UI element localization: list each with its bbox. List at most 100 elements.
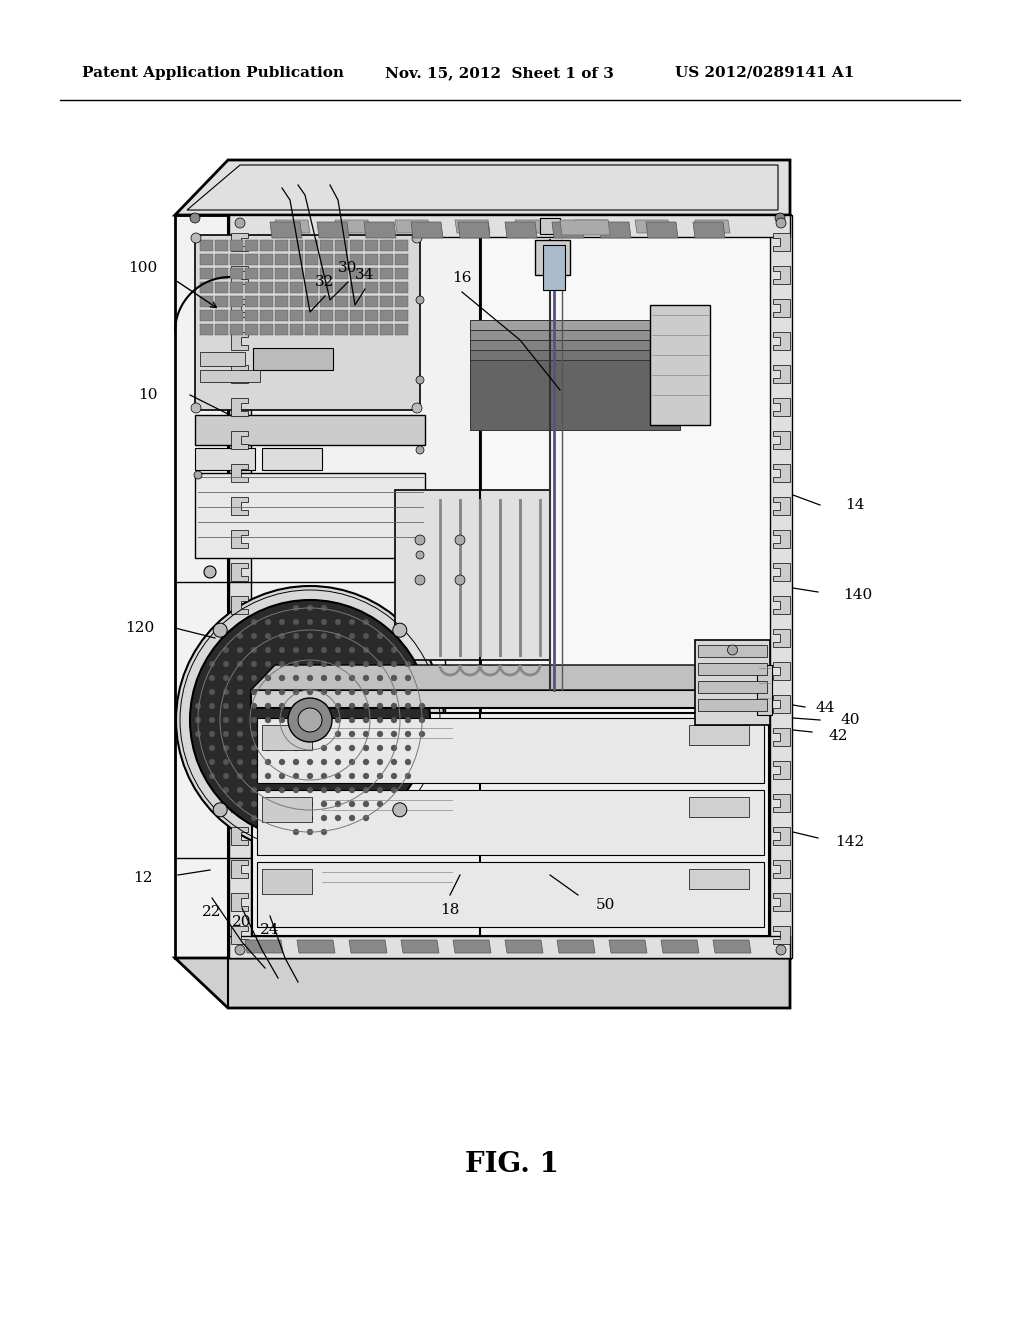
Circle shape <box>335 774 341 779</box>
Circle shape <box>391 717 397 723</box>
Bar <box>245 268 258 279</box>
Circle shape <box>775 213 785 223</box>
Circle shape <box>415 535 425 545</box>
Circle shape <box>412 403 422 413</box>
Circle shape <box>335 787 341 793</box>
Bar <box>200 370 260 381</box>
Circle shape <box>307 675 313 681</box>
Circle shape <box>237 759 243 766</box>
Polygon shape <box>552 222 584 238</box>
Bar <box>395 240 408 251</box>
Polygon shape <box>245 940 283 953</box>
Circle shape <box>406 759 411 766</box>
Bar <box>689 797 749 817</box>
Circle shape <box>293 661 299 667</box>
Bar <box>319 253 333 265</box>
Circle shape <box>279 619 285 624</box>
Polygon shape <box>231 729 248 746</box>
Circle shape <box>279 801 285 807</box>
Bar <box>200 323 213 335</box>
Polygon shape <box>773 465 790 482</box>
Circle shape <box>349 814 355 821</box>
Circle shape <box>391 689 397 696</box>
Circle shape <box>406 675 411 681</box>
Circle shape <box>321 689 327 696</box>
Bar <box>380 282 393 293</box>
Bar <box>195 414 425 445</box>
Bar <box>650 305 710 425</box>
Bar <box>305 268 318 279</box>
Circle shape <box>307 717 313 723</box>
Bar <box>230 323 243 335</box>
Bar <box>290 296 303 308</box>
Circle shape <box>349 704 355 709</box>
Bar <box>319 310 333 321</box>
Text: 16: 16 <box>453 271 472 285</box>
Circle shape <box>307 619 313 624</box>
Polygon shape <box>335 220 370 234</box>
Polygon shape <box>231 663 248 680</box>
Circle shape <box>416 376 424 384</box>
Bar <box>350 296 362 308</box>
Circle shape <box>307 605 313 611</box>
Bar <box>257 789 764 855</box>
Circle shape <box>251 744 257 751</box>
Polygon shape <box>470 341 680 411</box>
Polygon shape <box>773 531 790 548</box>
Text: US 2012/0289141 A1: US 2012/0289141 A1 <box>675 66 854 81</box>
Polygon shape <box>317 222 349 238</box>
Circle shape <box>455 535 465 545</box>
Polygon shape <box>231 399 248 416</box>
Polygon shape <box>773 234 790 251</box>
Circle shape <box>349 619 355 624</box>
Circle shape <box>335 661 341 667</box>
Polygon shape <box>773 663 790 680</box>
Circle shape <box>307 634 313 639</box>
Circle shape <box>293 675 299 681</box>
Bar <box>698 681 767 693</box>
Circle shape <box>237 774 243 779</box>
Bar <box>319 323 333 335</box>
Polygon shape <box>470 350 680 420</box>
Bar <box>260 323 273 335</box>
Polygon shape <box>364 222 396 238</box>
Circle shape <box>195 731 201 737</box>
Bar <box>305 240 318 251</box>
Bar <box>275 296 288 308</box>
Circle shape <box>251 661 257 667</box>
Circle shape <box>190 213 200 223</box>
Polygon shape <box>773 795 790 812</box>
Text: 120: 120 <box>125 620 155 635</box>
Circle shape <box>209 717 215 723</box>
Bar <box>757 665 772 715</box>
Circle shape <box>335 689 341 696</box>
Circle shape <box>412 234 422 243</box>
Polygon shape <box>773 630 790 647</box>
Circle shape <box>279 731 285 737</box>
Circle shape <box>377 731 383 737</box>
Circle shape <box>377 689 383 696</box>
Circle shape <box>223 787 229 793</box>
Circle shape <box>335 759 341 766</box>
Polygon shape <box>270 222 302 238</box>
Circle shape <box>293 759 299 766</box>
Circle shape <box>265 717 271 723</box>
Circle shape <box>321 647 327 653</box>
Circle shape <box>406 661 411 667</box>
Circle shape <box>362 744 369 751</box>
Circle shape <box>377 759 383 766</box>
Polygon shape <box>455 220 490 234</box>
Circle shape <box>265 689 271 696</box>
Circle shape <box>362 731 369 737</box>
Circle shape <box>195 704 201 709</box>
Circle shape <box>234 218 245 228</box>
Circle shape <box>307 704 313 709</box>
Circle shape <box>349 647 355 653</box>
Circle shape <box>307 647 313 653</box>
Polygon shape <box>773 696 790 713</box>
Bar <box>200 310 213 321</box>
Circle shape <box>335 704 341 709</box>
Polygon shape <box>275 220 310 234</box>
Circle shape <box>279 814 285 821</box>
Bar <box>290 268 303 279</box>
